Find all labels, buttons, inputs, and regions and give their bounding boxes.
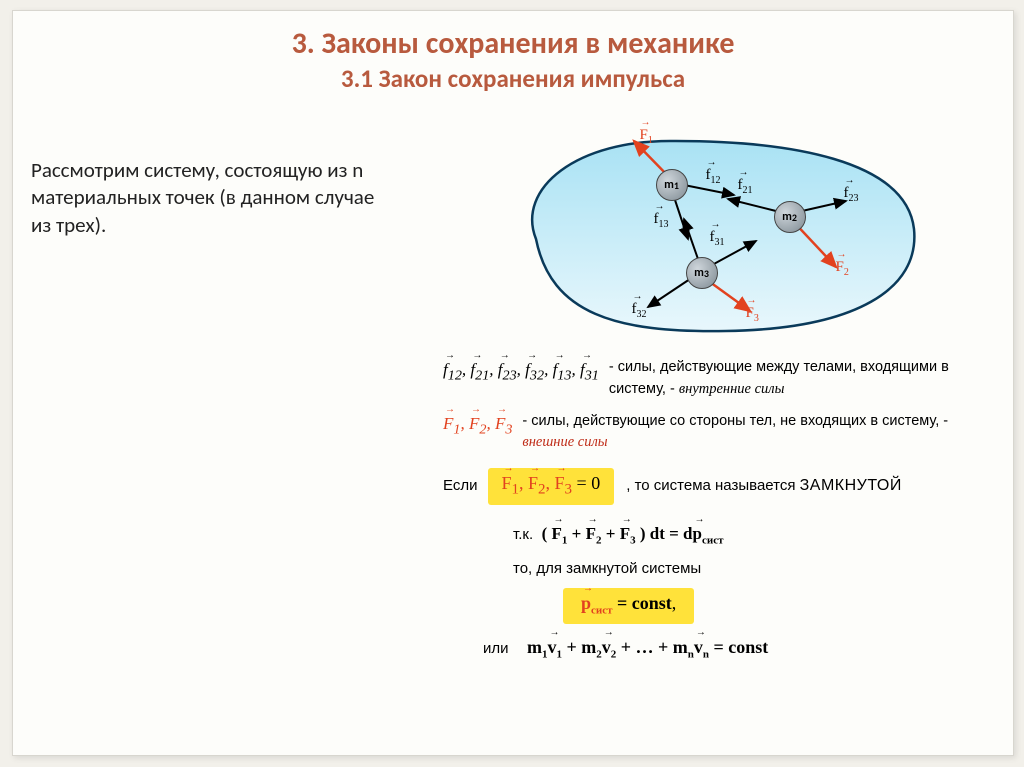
mass-m1: m1 [656, 169, 688, 201]
closed-condition-box: F1, F2, F3 = 0 [488, 468, 615, 505]
equation-block: т.к. ( F1 + F2 + F3 ) dt = dpсист [513, 521, 988, 549]
label-f12: f12 [706, 167, 721, 186]
closed-after: , то система называется ЗАМКНУТОЙ [626, 477, 902, 494]
closed-lead: Если [443, 477, 477, 494]
label-f13: f13 [654, 211, 669, 230]
external-symbols: F1, F2, F3 [443, 411, 512, 441]
external-forces-row: F1, F2, F3 - силы, действующие со сторон… [443, 411, 988, 455]
label-F2: F2 [836, 259, 849, 278]
slide-title: 3. Законы сохранения в механике [13, 25, 1013, 63]
definitions-block: f12, f21, f23, f32, f13, f31 - силы, дей… [443, 357, 988, 663]
momentum-const-box: pсист = const, [563, 588, 694, 623]
mass-m2: m2 [774, 201, 806, 233]
internal-symbols: f12, f21, f23, f32, f13, f31 [443, 357, 599, 387]
label-f32: f32 [632, 301, 647, 320]
label-F1: F1 [640, 127, 653, 146]
external-text: - силы, действующие со стороны тел, не в… [522, 411, 988, 455]
label-f23: f23 [844, 185, 859, 204]
label-f21: f21 [738, 177, 753, 196]
system-diagram: m1 m2 m3 F1 F2 F3 f12 f21 f23 f13 f31 f3… [506, 129, 926, 339]
label-f31: f31 [710, 229, 725, 248]
internal-text: - силы, действующие между телами, входящ… [609, 357, 988, 401]
slide-subtitle: 3.1 Закон сохранения импульса [13, 63, 1013, 96]
intro-paragraph: Рассмотрим систему, состоящую из n матер… [31, 157, 381, 239]
figure-panel: m1 m2 m3 F1 F2 F3 f12 f21 f23 f13 f31 f3… [443, 129, 988, 663]
final-equation: или m1v1 + m2v2 + … + mnvn = const [483, 634, 988, 663]
internal-forces-row: f12, f21, f23, f32, f13, f31 - силы, дей… [443, 357, 988, 401]
closed-system-line: Если F1, F2, F3 = 0 , то система называе… [443, 468, 902, 505]
label-F3: F3 [746, 305, 759, 324]
equation-then: то, для замкнутой системы [513, 555, 988, 581]
mass-m3: m3 [686, 257, 718, 289]
title-block: 3. Законы сохранения в механике 3.1 Зако… [13, 11, 1013, 95]
